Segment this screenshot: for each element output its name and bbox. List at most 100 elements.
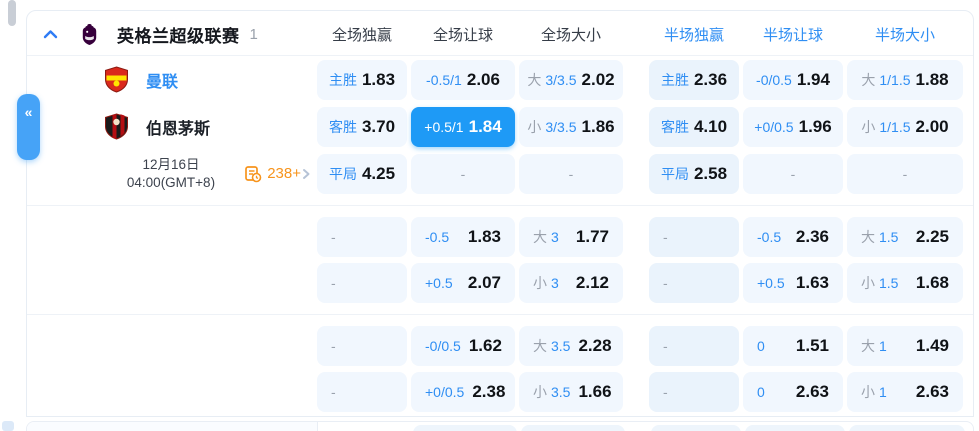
odds-cell[interactable]: -0.5 2.36 [743,217,843,257]
next-card-cell-peek [849,425,965,431]
column-header-ht-handicap: 半场让球 [762,26,823,44]
odds-cell[interactable]: +0.5 1.63 [743,263,843,303]
odds-value: 2.02 [581,69,615,89]
odds-label: 小 3.5 [533,384,571,400]
odds-row: 伯恩茅斯 客胜 3.70 +0.5/1 1.84 小 3/3.5 1.86 客胜 4.10 +0/0… [27,103,973,150]
collapse-left-icon: « [24,104,33,120]
odds-cell[interactable]: 客胜 4.10 [649,106,739,147]
odds-cell-empty[interactable]: - [847,153,963,194]
group-divider [27,314,973,315]
column-header-ft-overunder: 全场大小 [540,26,601,44]
odds-label: -0.5/1 [426,71,462,88]
match-meta-info: 12月16日 04:00(GMT+8) 238+ [29,156,313,192]
odds-cell[interactable]: 大 3 1.77 [519,217,623,257]
odds-cell[interactable]: 小 1/1.5 2.00 [847,106,963,147]
odds-cell-empty[interactable]: - [519,153,623,194]
empty-dash: - [331,275,336,291]
odds-cell[interactable]: 平局 4.25 [317,153,407,194]
odds-cell-empty[interactable]: - [317,263,407,303]
odds-cell[interactable]: 主胜 1.83 [317,59,407,100]
odds-cell-empty[interactable]: - [317,217,407,257]
odds-cell-empty[interactable]: - [649,263,739,303]
odds-cell[interactable]: +0/0.5 2.38 [411,372,515,412]
odds-cell[interactable]: -0.5 1.83 [411,217,515,257]
odds-cell[interactable]: 0 1.51 [743,326,843,366]
odds-cell-empty[interactable]: - [649,217,739,257]
odds-cell[interactable]: 0 2.63 [743,372,843,412]
odds-value: 1.84 [468,116,502,136]
odds-cell[interactable]: 小 3.5 1.66 [519,372,623,412]
odds-cell-empty[interactable]: - [743,153,843,194]
odds-cell[interactable]: 大 1.5 2.25 [847,217,963,257]
odds-value: 2.63 [915,382,949,401]
odds-value: 2.36 [693,69,728,89]
odds-cell-empty[interactable]: - [317,326,407,366]
league-match-card: « 英格兰超级联赛 1 全场独赢 全场让球 全场大小 半场独赢 半场让球 半场大… [17,10,974,417]
odds-value: 1.62 [468,336,502,355]
next-card-tab-peek [2,421,14,431]
odds-cell[interactable]: 大 1/1.5 1.88 [847,59,963,100]
odds-cell-empty[interactable]: - [317,372,407,412]
odds-label: +0/0.5 [425,384,465,400]
odds-value: 1.94 [796,69,830,89]
chevron-up-icon [43,30,58,39]
odds-cell[interactable]: 小 1 2.63 [847,372,963,412]
odds-value: 1.63 [795,273,829,292]
over-under-prefix: 大 [533,229,547,245]
odds-label: 0 [757,384,765,400]
odds-value: 4.25 [361,163,396,183]
odds-cell[interactable]: 小 1.5 1.68 [847,263,963,303]
markets-coins-icon [245,165,262,182]
over-under-prefix: 小 [861,275,875,291]
odds-value: 2.58 [693,163,728,183]
odds-value: 2.63 [795,382,829,401]
odds-cell-empty[interactable]: - [411,153,515,194]
column-header-ht-overunder: 半场大小 [874,26,935,44]
odds-label: 大 1/1.5 [861,71,911,88]
odds-label: 0 [757,338,765,354]
odds-label: -0.5 [425,229,450,245]
empty-dash: - [331,384,336,400]
sidebar-collapse-tab[interactable]: « [17,94,40,160]
odds-value: 1.83 [467,227,501,246]
next-league-card-peek [26,421,974,431]
odds-cell[interactable]: 大 3.5 2.28 [519,326,623,366]
odds-cell[interactable]: 客胜 3.70 [317,106,407,147]
odds-cell[interactable]: 小 3/3.5 1.86 [519,106,623,147]
collapse-league-button[interactable] [43,29,58,39]
odds-cell-selected[interactable]: +0.5/1 1.84 [411,106,515,147]
odds-row: - -0.5 1.83 大 3 1.77 - -0.5 2.36 大 1.5 2.25 [27,214,973,260]
odds-cell[interactable]: -0.5/1 2.06 [411,59,515,100]
odds-value: 2.28 [578,336,612,355]
odds-cell[interactable]: -0/0.5 1.94 [743,59,843,100]
odds-cell[interactable]: 主胜 2.36 [649,59,739,100]
odds-value: 1.49 [915,336,949,355]
odds-row: - +0.5 2.07 小 3 2.12 - +0.5 1.63 小 1.5 1.68 [27,260,973,306]
odds-cell[interactable]: 平局 2.58 [649,153,739,194]
more-markets-link[interactable]: 238+ [244,165,311,183]
scrollbar-thumb[interactable] [8,0,16,26]
odds-cell-empty[interactable]: - [649,326,739,366]
odds-cell[interactable]: 大 3/3.5 2.02 [519,59,623,100]
odds-value: 1.83 [361,69,396,89]
odds-value: 2.00 [915,116,949,136]
odds-label: 客胜 [328,118,357,135]
empty-dash: - [663,229,668,245]
odds-cell[interactable]: +0.5 2.07 [411,263,515,303]
odds-label: 大 3/3.5 [527,71,577,88]
odds-cell-empty[interactable]: - [649,372,739,412]
empty-dash: - [331,338,336,354]
odds-row: - -0/0.5 1.62 大 3.5 2.28-0 1.51 大 1 1.49 [27,323,973,369]
odds-cell[interactable]: 大 1 1.49 [847,326,963,366]
over-under-prefix: 大 [861,71,876,88]
group-divider [27,205,973,206]
odds-label: -0/0.5 [425,338,461,354]
odds-cell[interactable]: 小 3 2.12 [519,263,623,303]
odds-cell[interactable]: +0/0.5 1.96 [743,106,843,147]
over-under-prefix: 小 [533,384,547,400]
odds-label: 主胜 [660,71,689,88]
odds-cell[interactable]: -0/0.5 1.62 [411,326,515,366]
empty-dash: - [568,165,574,182]
